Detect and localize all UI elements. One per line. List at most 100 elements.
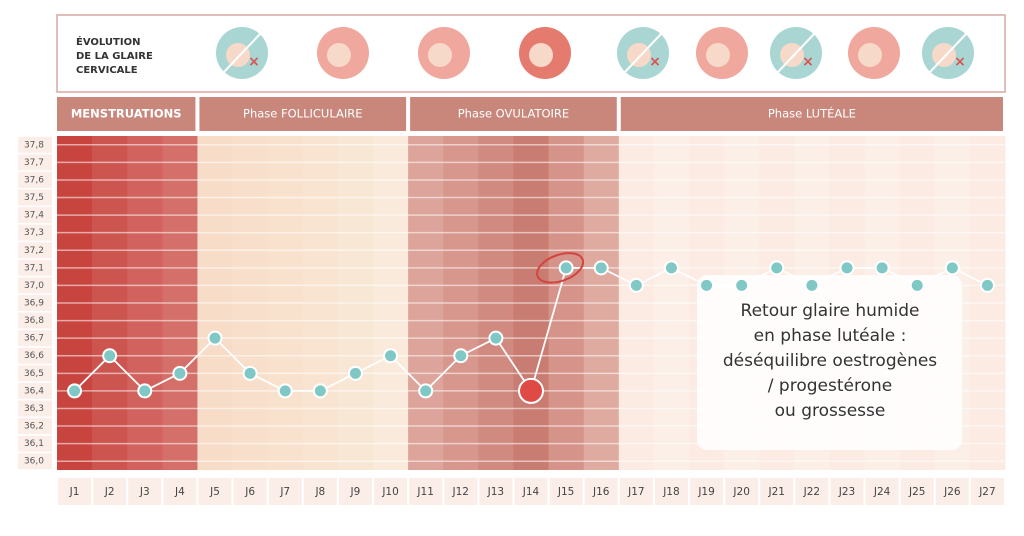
y-tick-bg <box>18 312 52 329</box>
y-tick-label: 37,6 <box>24 175 44 185</box>
temperature-point <box>312 383 328 399</box>
x-tick-label: J23 <box>838 486 855 498</box>
icon-hand <box>627 43 651 67</box>
header-text: ÉVOLUTION <box>76 35 140 48</box>
y-tick-label: 36,4 <box>24 386 44 396</box>
x-tick-label: J11 <box>416 486 433 498</box>
temperature-point <box>839 260 855 276</box>
phase-label: Phase FOLLICULAIRE <box>243 107 363 121</box>
y-tick-label: 37,8 <box>24 140 44 150</box>
y-tick-bg <box>18 330 52 347</box>
temperature-point <box>699 277 715 293</box>
x-tick-label: J8 <box>314 486 325 498</box>
temperature-point <box>383 348 399 364</box>
temperature-point <box>979 277 995 293</box>
x-tick-bg <box>830 478 864 505</box>
x-tick-bg <box>93 478 127 505</box>
x-tick-label: J14 <box>522 486 540 498</box>
y-tick-label: 36,1 <box>24 439 44 449</box>
x-tick-bg <box>409 478 443 505</box>
y-tick-bg <box>18 435 52 452</box>
x-tick-bg <box>303 478 337 505</box>
x-tick-label: J25 <box>908 486 925 498</box>
x-tick-label: J4 <box>174 486 185 498</box>
x-tick-bg <box>233 478 267 505</box>
y-tick-label: 37,4 <box>24 211 44 221</box>
temperature-point <box>909 277 925 293</box>
icon-cross: × <box>649 54 661 70</box>
x-tick-bg <box>865 478 899 505</box>
y-tick-bg <box>18 295 52 311</box>
x-tick-label: J24 <box>873 486 891 498</box>
y-tick-label: 37,0 <box>24 281 44 291</box>
y-tick-label: 36,9 <box>24 299 44 309</box>
icon-hand <box>858 43 882 67</box>
y-tick-label: 36,5 <box>24 369 44 379</box>
temperature-point <box>663 260 679 276</box>
y-tick-bg <box>18 207 52 224</box>
x-tick-bg <box>795 478 829 505</box>
y-tick-label: 36,3 <box>24 404 44 414</box>
y-tick-label: 36,6 <box>24 351 44 361</box>
x-tick-label: J22 <box>803 486 820 498</box>
y-tick-label: 36,8 <box>24 316 44 326</box>
y-tick-bg <box>18 154 52 171</box>
phase-bar <box>57 97 196 131</box>
annotation-text: en phase lutéale : <box>754 326 907 346</box>
x-tick-bg <box>584 478 618 505</box>
x-tick-label: J12 <box>452 486 469 498</box>
icon-hand <box>932 43 956 67</box>
temperature-point <box>769 260 785 276</box>
x-tick-bg <box>690 478 724 505</box>
x-tick-label: J19 <box>697 486 714 498</box>
x-tick-bg <box>374 478 408 505</box>
y-tick-bg <box>18 189 52 206</box>
x-tick-bg <box>479 478 513 505</box>
phase-label: Phase LUTÉALE <box>768 106 856 121</box>
y-tick-label: 37,1 <box>24 263 44 273</box>
header-text: CERVICALE <box>76 65 138 76</box>
x-tick-bg <box>619 478 653 505</box>
x-tick-label: J26 <box>943 486 961 498</box>
icon-hand <box>226 43 250 67</box>
y-tick-bg <box>18 418 52 435</box>
y-tick-bg <box>18 365 52 382</box>
temperature-point <box>67 383 83 399</box>
x-tick-label: J21 <box>768 486 785 498</box>
highlight-ring <box>536 252 585 284</box>
x-tick-label: J3 <box>139 486 150 498</box>
x-tick-label: J18 <box>662 486 679 498</box>
icon-hand <box>706 43 730 67</box>
x-tick-label: J16 <box>592 486 610 498</box>
x-tick-bg <box>444 478 478 505</box>
y-tick-bg <box>18 136 52 153</box>
icon-slash <box>777 33 815 73</box>
temperature-point <box>593 260 609 276</box>
x-tick-label: J9 <box>350 486 361 498</box>
x-tick-label: J2 <box>104 486 115 498</box>
x-tick-bg <box>725 478 759 505</box>
icon-slash <box>624 33 662 73</box>
x-tick-label: J10 <box>381 486 398 498</box>
annotation-text: déséquilibre oestrogènes <box>723 351 937 371</box>
phase-bar <box>620 97 1003 131</box>
y-tick-label: 36,7 <box>24 334 44 344</box>
temperature-point <box>418 383 434 399</box>
temperature-point <box>137 383 153 399</box>
x-tick-label: J13 <box>487 486 504 498</box>
temperature-point <box>453 348 469 364</box>
x-tick-bg <box>970 478 1004 505</box>
phase-bar <box>199 97 407 131</box>
x-tick-label: J7 <box>279 486 290 498</box>
y-tick-bg <box>18 242 52 259</box>
x-tick-label: J5 <box>209 486 220 498</box>
temperature-point <box>242 365 258 381</box>
temperature-point <box>558 260 574 276</box>
y-tick-bg <box>18 224 52 241</box>
icon-slash <box>223 33 261 73</box>
y-tick-label: 36,0 <box>24 457 44 467</box>
annotation-text: Retour glaire humide <box>741 301 920 321</box>
y-tick-bg <box>18 453 52 470</box>
x-tick-bg <box>654 478 688 505</box>
phase-label: MENSTRUATIONS <box>71 107 182 121</box>
